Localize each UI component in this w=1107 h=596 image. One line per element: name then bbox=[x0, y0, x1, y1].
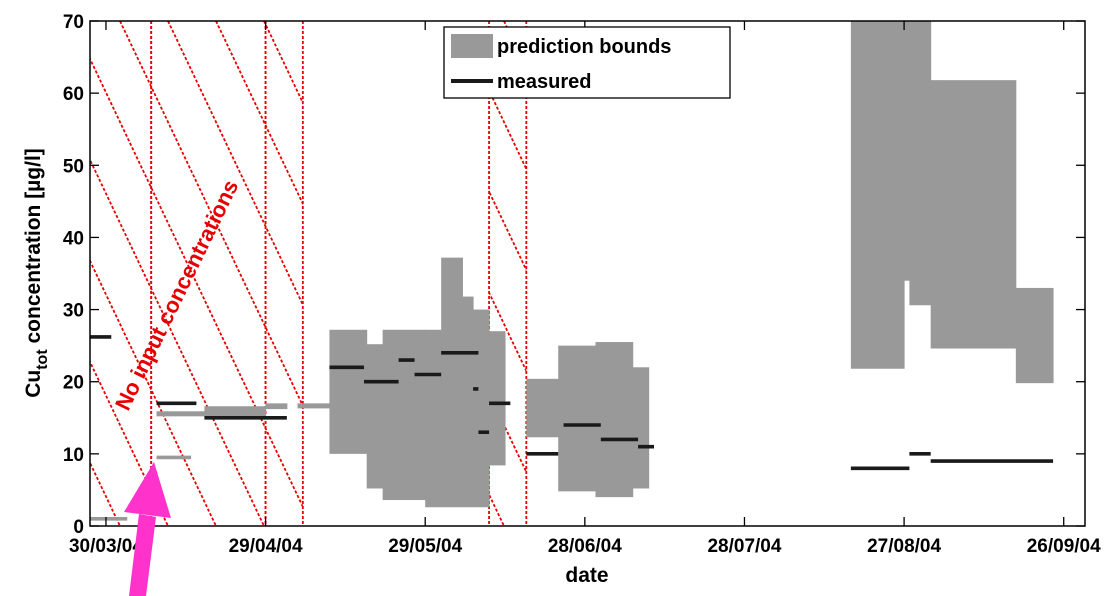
y-axis-title-main: Cu bbox=[22, 370, 45, 398]
arrow-shaft bbox=[129, 514, 156, 596]
x-tick-label-1: 29/04/04 bbox=[229, 536, 303, 557]
hatched-region-2 bbox=[0, 21, 1107, 526]
prediction-bound-band-7 bbox=[398, 329, 426, 501]
y-tick-label-7: 70 bbox=[63, 12, 84, 33]
prediction-bound-band-10 bbox=[462, 296, 474, 508]
arrow-head bbox=[124, 462, 171, 518]
x-tick-label-3: 28/06/04 bbox=[548, 536, 622, 557]
hatch-line bbox=[1032, 21, 1107, 526]
hatch-line bbox=[1032, 21, 1107, 526]
y-tick-label-1: 10 bbox=[63, 445, 84, 466]
prediction-bound-band-15 bbox=[595, 342, 634, 498]
y-tick-label-6: 60 bbox=[63, 84, 84, 105]
hatch-line bbox=[151, 84, 266, 330]
prediction-bound-band-20 bbox=[930, 80, 942, 349]
prediction-bound-band-21 bbox=[941, 80, 1017, 349]
legend-swatch-bounds bbox=[451, 34, 493, 58]
hatch-line bbox=[1080, 21, 1107, 526]
hatch-line bbox=[151, 387, 217, 526]
prediction-bound-band-13 bbox=[526, 378, 559, 438]
hatch-line bbox=[119, 21, 152, 89]
x-tick-label-5: 27/08/04 bbox=[867, 536, 941, 557]
hatch-line bbox=[489, 391, 527, 475]
hatch-line bbox=[0, 21, 120, 526]
hatch-line bbox=[0, 21, 24, 526]
hatch-line bbox=[120, 21, 360, 526]
prediction-bound-band-22 bbox=[1015, 287, 1054, 384]
hatch-lines-0 bbox=[0, 21, 1107, 526]
prediction-bound-band-11 bbox=[473, 309, 490, 508]
prediction-bound-band-1 bbox=[204, 406, 267, 417]
y-tick-label-3: 30 bbox=[63, 301, 84, 322]
hatch-line bbox=[0, 21, 24, 526]
x-tick-label-0: 30/03/04 bbox=[69, 536, 143, 557]
hatch-line bbox=[151, 286, 265, 526]
prediction-bound-band-18 bbox=[904, 21, 910, 281]
hatch-line bbox=[1080, 21, 1107, 526]
hatch-lines-2 bbox=[0, 21, 1107, 526]
hatch-line bbox=[265, 426, 303, 509]
hatch-line bbox=[90, 359, 152, 493]
y-axis-title-rest: concentration [µg/l] bbox=[22, 148, 45, 349]
hatch-lines-1 bbox=[0, 21, 1107, 526]
prediction-bound-band-5 bbox=[366, 344, 384, 489]
hatch-line bbox=[0, 21, 24, 526]
hatch-lines-3 bbox=[0, 21, 1107, 526]
y-tick-label-4: 40 bbox=[63, 228, 84, 249]
x-tick-label-2: 29/05/04 bbox=[388, 536, 462, 557]
prediction-bound-band-19 bbox=[909, 21, 932, 306]
prediction-bound-band-6 bbox=[382, 329, 400, 501]
y-axis-title: Cutot concentration [µg/l] bbox=[22, 148, 51, 398]
y-tick-label-2: 20 bbox=[63, 373, 84, 394]
legend: prediction bounds measured bbox=[443, 26, 731, 99]
x-axis-title: date bbox=[565, 564, 608, 587]
hatch-line bbox=[1080, 21, 1107, 526]
hatch-line bbox=[0, 21, 120, 526]
hatch-line bbox=[90, 460, 121, 526]
x-tick-label-6: 26/09/04 bbox=[1027, 536, 1101, 557]
hatch-line bbox=[0, 21, 120, 526]
y-axis-title-sub: tot bbox=[34, 349, 51, 370]
prediction-bound-band-0 bbox=[156, 411, 205, 417]
axis-ticks: 0 10 20 30 40 50 60 70 30/03/04 29/04/04 29/05/04 2… bbox=[63, 12, 1101, 557]
y-tick-label-5: 50 bbox=[63, 156, 84, 177]
x-tick-label-4: 28/07/04 bbox=[707, 536, 781, 557]
prediction-bound-band-12 bbox=[489, 331, 506, 466]
prediction-bound-band-9 bbox=[441, 257, 463, 508]
prediction-bound-band-14 bbox=[558, 345, 596, 492]
legend-label-measured: measured bbox=[497, 71, 592, 93]
prediction-bound-band-16 bbox=[632, 367, 650, 489]
hatch-line bbox=[1032, 21, 1107, 526]
hatch-line bbox=[0, 21, 24, 526]
prediction-bound-band-17 bbox=[850, 21, 905, 369]
plot-frame bbox=[89, 20, 1086, 527]
y-tick-label-0: 0 bbox=[73, 517, 84, 538]
prediction-bound-band-4 bbox=[329, 329, 368, 454]
measured-series bbox=[90, 335, 1054, 521]
hatch-line bbox=[1080, 21, 1107, 526]
legend-label-bounds: prediction bounds bbox=[497, 36, 671, 58]
annotation-no-input: No input concentrations bbox=[110, 176, 243, 414]
arrow-icon bbox=[124, 462, 171, 596]
prediction-bound-band-8 bbox=[425, 329, 442, 508]
hatch-line bbox=[265, 325, 303, 408]
hatch-line bbox=[1032, 21, 1107, 526]
